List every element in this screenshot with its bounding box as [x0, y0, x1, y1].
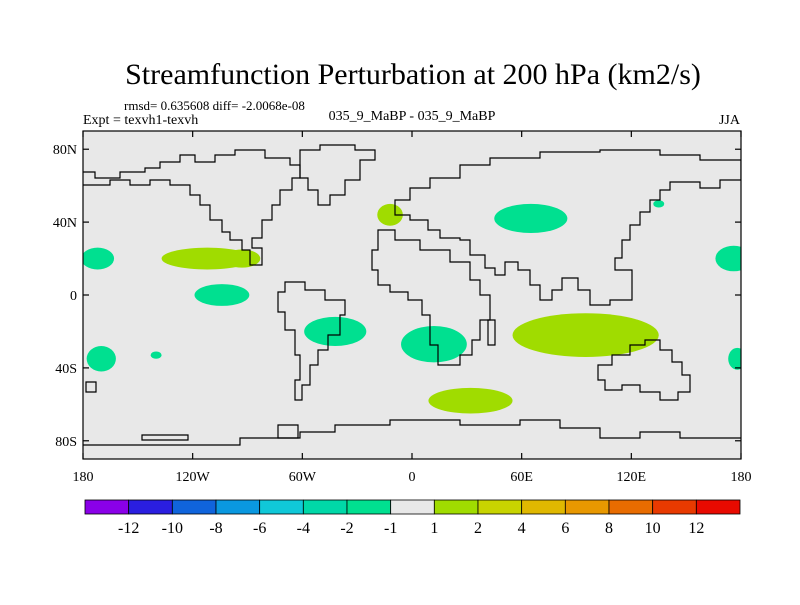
y-tick-label-2: 0 — [70, 289, 77, 304]
colorbar-label-11: 8 — [605, 520, 613, 537]
coastline-north-america — [83, 149, 301, 266]
y-tick-label-3: 40S — [55, 362, 77, 377]
colorbar-label-0: -12 — [118, 520, 139, 537]
anomaly-region-3 — [223, 249, 261, 268]
anomaly-region-15 — [728, 347, 741, 370]
x-tick-label-3: 0 — [409, 470, 416, 485]
colorbar-label-10: 6 — [561, 520, 569, 537]
y-tick-label-1: 40N — [53, 216, 77, 231]
coastline-australia — [597, 339, 691, 401]
season-label: JJA — [719, 113, 741, 128]
stats-label: rmsd= 0.635608 diff= -2.0068e-08 — [124, 98, 305, 113]
colorbar-swatch-5 — [302, 499, 348, 515]
colorbar-label-8: 2 — [474, 520, 482, 537]
colorbar-swatch-2 — [171, 499, 217, 515]
colorbar-swatch-0 — [84, 499, 130, 515]
coastline-antarctica — [83, 419, 741, 446]
anomaly-region-1 — [83, 247, 115, 270]
colorbar-swatch-3 — [215, 499, 261, 515]
anomaly-region-10 — [512, 313, 659, 357]
anomaly-region-8 — [494, 203, 568, 234]
colorbar: -12 -10 -8 -6 -4 -2 -1 1 2 4 6 8 10 12 — [84, 499, 741, 537]
coastline-eurasia — [394, 149, 741, 306]
colorbar-label-3: -6 — [253, 520, 266, 537]
coastline-island-2 — [277, 424, 299, 439]
colorbar-label-6: -1 — [384, 520, 397, 537]
colorbar-swatch-1 — [128, 499, 173, 515]
anomaly-region-11 — [428, 387, 513, 414]
case-label: 035_9_MaBP - 035_9_MaBP — [329, 109, 496, 124]
colorbar-swatch-8 — [433, 499, 479, 515]
experiment-label: Expt = texvh1-texvh — [83, 113, 198, 128]
coastline-greenland — [299, 144, 376, 206]
anomaly-region-12 — [86, 346, 116, 372]
colorbar-label-13: 12 — [688, 520, 704, 537]
anomaly-region-5 — [304, 316, 367, 347]
colorbar-swatch-7 — [390, 499, 435, 515]
anomaly-region-7 — [377, 203, 403, 226]
anomaly-region-6 — [401, 325, 467, 363]
colorbar-swatch-11 — [564, 499, 610, 515]
anomaly-region-4 — [194, 284, 250, 306]
coastline-island-4 — [85, 381, 97, 393]
x-tick-label-0: 180 — [73, 470, 94, 485]
colorbar-swatch-13 — [652, 499, 697, 515]
x-tick-label-2: 60W — [289, 470, 317, 485]
coastline-island-3 — [487, 319, 496, 346]
y-axis: 80N 40N 0 40S 80S — [53, 143, 741, 450]
colorbar-swatch-14 — [695, 499, 741, 515]
coastline-africa — [371, 229, 491, 366]
anomaly-region-9 — [653, 200, 665, 208]
colorbar-swatch-12 — [608, 499, 654, 515]
colorbar-swatch-4 — [259, 499, 304, 515]
colorbar-swatch-6 — [346, 499, 392, 515]
coastline-island-1 — [141, 434, 189, 441]
anomaly-layer — [83, 200, 741, 414]
colorbar-label-2: -8 — [209, 520, 222, 537]
colorbar-label-9: 4 — [518, 520, 526, 537]
anomaly-region-14 — [715, 245, 741, 272]
colorbar-label-1: -10 — [162, 520, 183, 537]
y-tick-label-4: 80S — [55, 435, 77, 450]
y-tick-label-0: 80N — [53, 143, 77, 158]
colorbar-label-12: 10 — [645, 520, 661, 537]
map-background — [83, 131, 741, 459]
anomaly-region-13 — [150, 351, 162, 359]
chart-title: Streamfunction Perturbation at 200 hPa (… — [125, 58, 701, 91]
x-tick-label-6: 180 — [731, 470, 752, 485]
x-axis: 180 120W 60W 0 60E 120E 180 — [73, 131, 752, 485]
coastline-south-america — [277, 281, 346, 401]
coastlines — [83, 144, 741, 446]
colorbar-label-7: 1 — [430, 520, 438, 537]
colorbar-swatch-9 — [477, 499, 523, 515]
colorbar-label-4: -4 — [297, 520, 310, 537]
colorbar-swatch-10 — [521, 499, 566, 515]
x-tick-label-5: 120E — [617, 470, 647, 485]
x-tick-label-1: 120W — [176, 470, 211, 485]
x-tick-label-4: 60E — [510, 470, 533, 485]
colorbar-label-5: -2 — [340, 520, 353, 537]
